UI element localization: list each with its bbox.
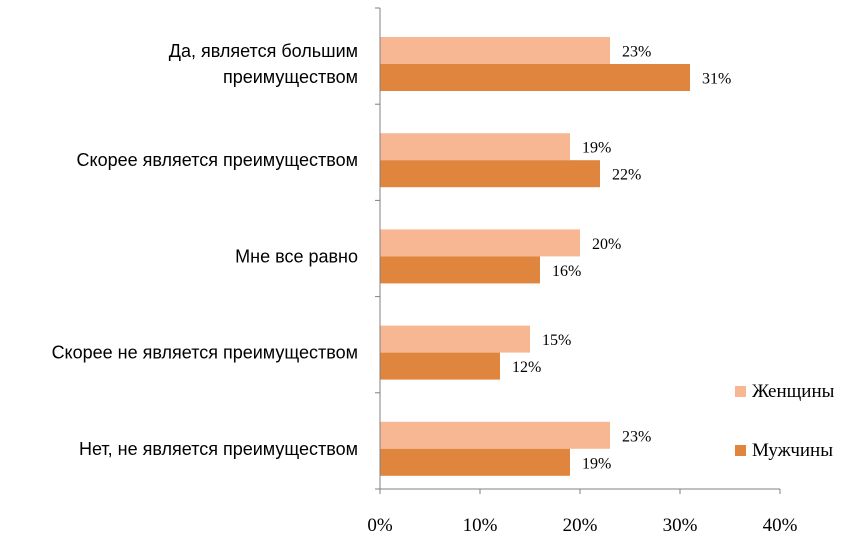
data-label: 23% (622, 428, 651, 445)
data-label: 23% (622, 44, 651, 61)
bar (380, 133, 570, 161)
bar (380, 325, 530, 353)
data-label: 16% (552, 263, 581, 280)
data-label: 15% (542, 332, 571, 349)
bars-layer (380, 37, 690, 476)
category-label: Нет, не является преимуществом (79, 439, 358, 459)
bar (380, 160, 600, 188)
bar (380, 421, 610, 449)
bar (380, 37, 610, 64)
bar (380, 352, 500, 380)
data-label: 19% (582, 140, 611, 157)
x-tick-label: 30% (663, 515, 698, 536)
axis-layer (375, 7, 781, 494)
legend: Женщины Мужчины (735, 381, 835, 461)
x-tick-label: 10% (463, 515, 498, 536)
bar (380, 229, 580, 257)
category-label: Скорее является преимуществом (77, 150, 358, 170)
legend-label: Мужчины (752, 440, 833, 461)
bar (380, 448, 570, 476)
category-label: Мне все равно (235, 246, 358, 266)
legend-swatch (735, 386, 746, 397)
category-label: Скорее не является преимуществом (52, 343, 358, 363)
labels-layer: 23% 31% Да, является большим преимуществом 1… (52, 41, 798, 536)
x-tick-label: 20% (563, 515, 598, 536)
data-label: 22% (612, 167, 641, 184)
bar (380, 256, 540, 284)
legend-swatch (735, 445, 746, 456)
x-tick-label: 40% (763, 515, 798, 536)
data-label: 31% (702, 71, 731, 88)
category-label: Да, является большим преимуществом (169, 41, 358, 87)
data-label: 19% (582, 455, 611, 472)
bar (380, 64, 690, 91)
data-label: 12% (512, 359, 541, 376)
legend-label: Женщины (752, 381, 835, 402)
x-tick-label: 0% (367, 515, 393, 536)
data-label: 20% (592, 236, 621, 253)
